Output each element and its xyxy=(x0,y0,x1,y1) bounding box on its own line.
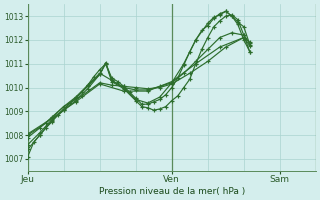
X-axis label: Pression niveau de la mer( hPa ): Pression niveau de la mer( hPa ) xyxy=(99,187,245,196)
